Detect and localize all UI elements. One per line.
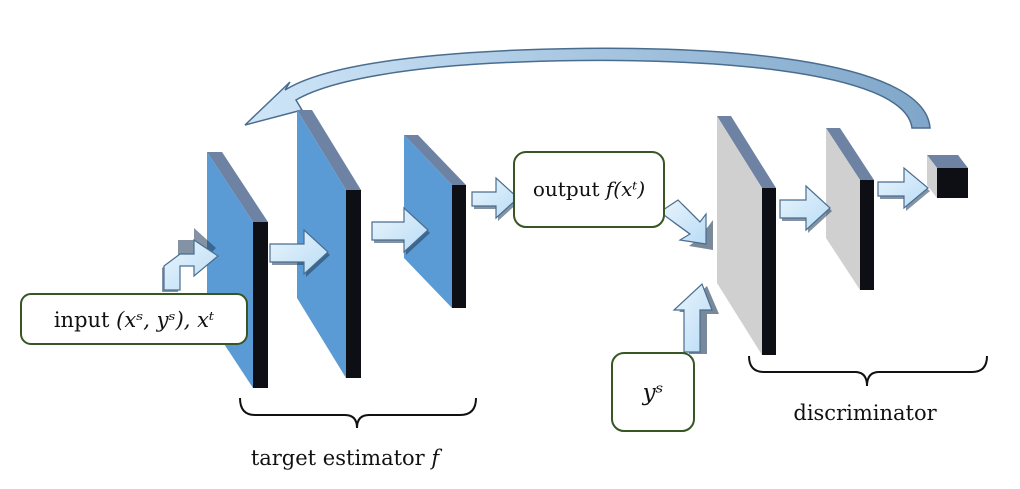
estimator-brace xyxy=(239,397,477,429)
output-box-math: f(xᵗ) xyxy=(604,177,645,201)
input-box-math: (xˢ, yˢ), xᵗ xyxy=(116,308,214,332)
output-box-text: output xyxy=(533,177,606,201)
svg-text:input (xˢ, yˢ), xᵗ: input (xˢ, yˢ), xᵗ xyxy=(54,308,214,332)
ys-box-math: yˢ xyxy=(642,380,664,406)
arrow-layer2-to-layer3 xyxy=(371,206,430,255)
feedback-arc-arrow xyxy=(244,47,931,129)
arrow-ys-to-discriminator xyxy=(672,282,719,354)
discriminator-output-cube xyxy=(927,155,968,198)
estimator-label-math: f xyxy=(429,446,442,470)
arrow-dlayer2-to-cube xyxy=(877,166,930,211)
input-box: input (xˢ, yˢ), xᵗ xyxy=(20,293,248,345)
discriminator-layer-2 xyxy=(826,128,874,290)
arrow-layer1-to-layer2 xyxy=(269,228,330,277)
output-box: output f(xᵗ) xyxy=(513,151,665,228)
discriminator-layer-1 xyxy=(717,116,776,355)
arrow-dlayer1-to-dlayer2 xyxy=(779,184,832,233)
arrow-output-to-discriminator xyxy=(658,199,713,250)
arrow-layer3-to-output xyxy=(471,176,520,221)
discriminator-label: discriminator xyxy=(793,401,937,425)
svg-text:output f(xᵗ): output f(xᵗ) xyxy=(533,177,645,201)
estimator-layer-2 xyxy=(297,110,361,378)
estimator-label: target estimator f xyxy=(251,446,443,470)
ys-box: yˢ xyxy=(611,352,695,432)
estimator-layer-3 xyxy=(404,135,466,308)
discriminator-brace xyxy=(748,355,988,387)
estimator-layer-1 xyxy=(207,152,268,388)
arrow-input-to-layer1 xyxy=(162,228,220,292)
estimator-label-text: target estimator xyxy=(251,446,432,470)
input-box-text: input xyxy=(54,308,116,332)
